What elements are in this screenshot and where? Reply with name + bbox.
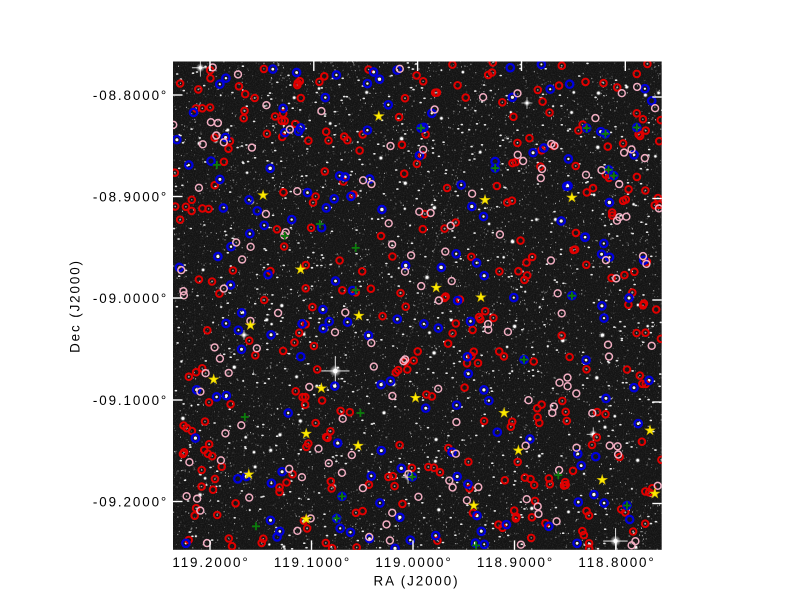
svg-text:RA (J2000): RA (J2000) bbox=[374, 574, 460, 589]
svg-text:119.1000°: 119.1000° bbox=[274, 555, 351, 570]
svg-text:118.8000°: 118.8000° bbox=[578, 555, 655, 570]
svg-text:119.2000°: 119.2000° bbox=[172, 555, 249, 570]
svg-text:-09.0000°: -09.0000° bbox=[93, 291, 168, 306]
svg-text:119.0000°: 119.0000° bbox=[375, 555, 452, 570]
svg-text:-08.9000°: -08.9000° bbox=[93, 189, 168, 204]
svg-text:118.9000°: 118.9000° bbox=[477, 555, 554, 570]
svg-text:-09.2000°: -09.2000° bbox=[93, 494, 168, 509]
svg-text:Dec (J2000): Dec (J2000) bbox=[68, 259, 83, 353]
svg-text:-09.1000°: -09.1000° bbox=[93, 393, 168, 408]
svg-text:-08.8000°: -08.8000° bbox=[93, 88, 168, 103]
